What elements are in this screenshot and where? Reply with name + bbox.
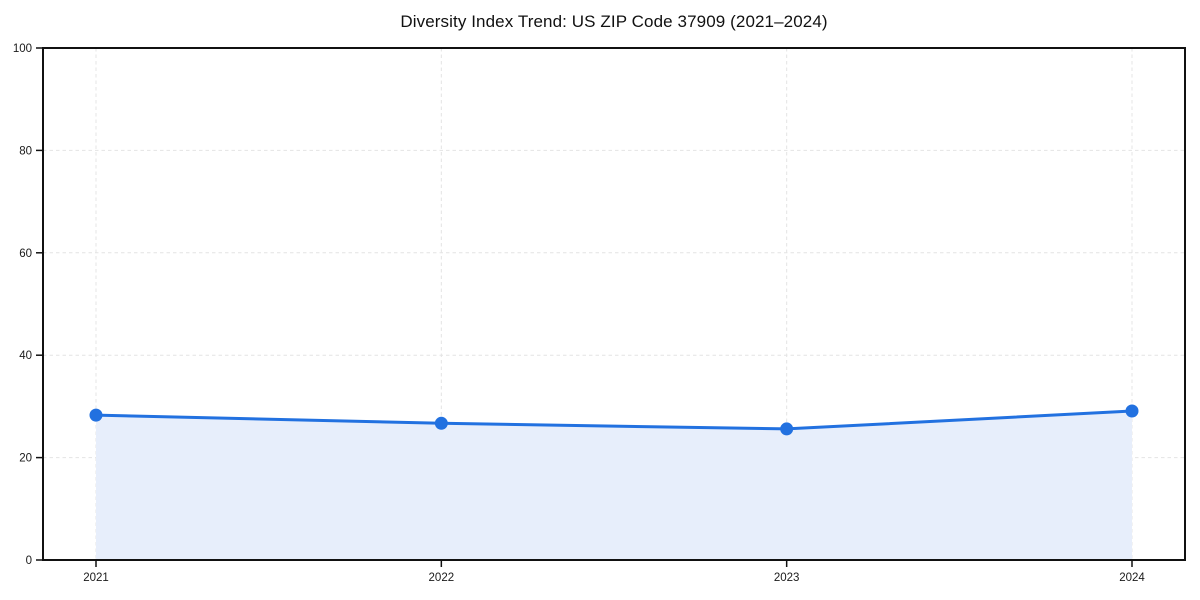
data-point: [434, 416, 448, 430]
x-tick-label: 2022: [429, 572, 455, 584]
y-tick-label: 80: [19, 145, 32, 157]
data-point: [1125, 404, 1139, 418]
y-tick-label: 60: [19, 248, 32, 260]
area-fill: [96, 411, 1132, 560]
y-tick-label: 20: [19, 453, 32, 465]
y-tick-label: 40: [19, 350, 32, 362]
x-tick-label: 2021: [83, 572, 109, 584]
data-point: [780, 422, 794, 436]
chart-title: Diversity Index Trend: US ZIP Code 37909…: [400, 12, 828, 31]
y-tick-label: 100: [13, 43, 32, 55]
data-point: [89, 408, 103, 422]
y-tick-label: 0: [26, 555, 32, 567]
plot-border: [42, 47, 1186, 561]
trend-line: [94, 409, 1134, 431]
x-tick-label: 2023: [774, 572, 800, 584]
x-tick-label: 2024: [1119, 572, 1145, 584]
